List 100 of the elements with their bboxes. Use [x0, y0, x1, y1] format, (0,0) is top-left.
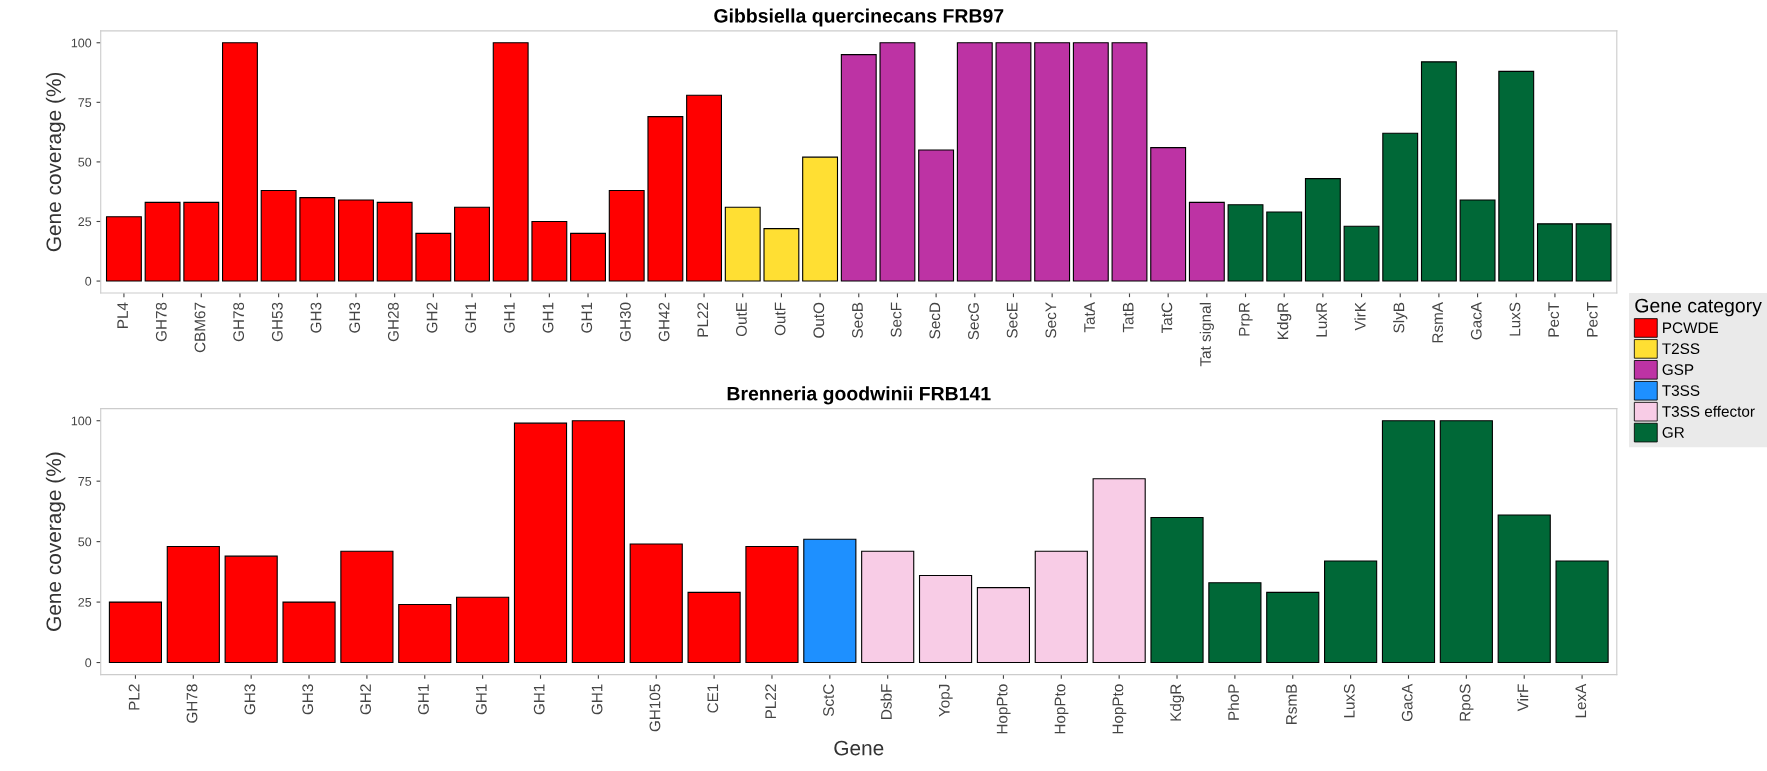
category-label: PL22 — [765, 684, 776, 719]
category-label: OutE — [736, 302, 747, 337]
category-label: GH78 — [155, 302, 167, 342]
bar — [1381, 420, 1436, 664]
y-tick-label: 0 — [85, 658, 92, 668]
bar — [861, 550, 915, 664]
category-label: GH30 — [619, 302, 631, 342]
bar — [1575, 223, 1612, 282]
bar — [183, 201, 220, 282]
bar — [454, 206, 490, 282]
bar — [571, 420, 625, 664]
legend-label: T2SS — [1662, 343, 1700, 355]
category-label: Tat signal — [1199, 303, 1214, 367]
legend-label: PCWDE — [1663, 322, 1719, 334]
category-label: GH3 — [349, 302, 361, 333]
bar — [144, 201, 181, 282]
bar — [260, 189, 297, 282]
category-label: GH1 — [533, 684, 545, 715]
y-tick-label: 0 — [85, 276, 92, 286]
bar — [456, 596, 510, 664]
bar — [224, 555, 278, 664]
category-label: LuxR — [1316, 302, 1327, 337]
category-label: SecF — [890, 302, 902, 337]
bar — [918, 574, 973, 664]
category-label: HopPto — [1112, 684, 1127, 734]
bar — [976, 587, 1031, 664]
category-label: GH1 — [465, 302, 477, 333]
bar — [1208, 582, 1262, 664]
category-label: GH3 — [310, 302, 322, 333]
category-label: YopJ — [939, 684, 953, 717]
category-label: DsbF — [880, 684, 892, 719]
bar — [1382, 132, 1419, 282]
category-label: LuxS — [1509, 302, 1521, 336]
legend-label: T3SS effector — [1662, 405, 1755, 417]
y-tick-label: 25 — [78, 597, 92, 607]
y-tick-label: 100 — [71, 38, 92, 48]
y-tick-label: 75 — [78, 98, 92, 107]
bar — [299, 197, 336, 282]
category-label: GH2 — [360, 684, 371, 715]
category-label: LexA — [1575, 683, 1587, 718]
category-label: RsmA — [1432, 302, 1443, 343]
category-label: GH3 — [244, 684, 256, 715]
category-label: SecE — [1006, 302, 1018, 338]
category-label: GH3 — [302, 684, 314, 715]
bar — [1111, 42, 1148, 282]
category-label: TatC — [1161, 302, 1173, 334]
category-label: GH42 — [658, 302, 670, 342]
bar — [1439, 420, 1493, 664]
bar — [803, 538, 857, 664]
bar — [531, 220, 568, 282]
bar — [802, 156, 839, 282]
category-label: GH53 — [271, 302, 283, 342]
category-label: OutF — [774, 302, 786, 336]
category-label: TatB — [1122, 302, 1134, 333]
bar — [570, 232, 606, 282]
category-label: GH1 — [581, 302, 593, 333]
category-label: RpoS — [1459, 684, 1474, 721]
bar — [686, 94, 723, 282]
category-label: HopPto — [996, 684, 1011, 734]
bar — [1497, 514, 1551, 664]
bar — [282, 601, 336, 664]
category-label: PrpR — [1238, 302, 1253, 336]
bar — [1227, 204, 1264, 282]
category-label: GacA — [1401, 683, 1413, 722]
category-label: GH28 — [387, 302, 399, 342]
x-axis-title: Gene — [834, 740, 884, 756]
bar — [1324, 560, 1378, 664]
bar — [415, 232, 452, 282]
bar — [398, 603, 452, 664]
bar — [1188, 201, 1225, 282]
bar — [918, 149, 955, 282]
category-label: RsmB — [1286, 684, 1297, 724]
bar — [608, 189, 645, 282]
category-label: SctC — [823, 684, 834, 717]
category-label: GH2 — [426, 302, 438, 333]
category-label: GacA — [1470, 302, 1482, 340]
category-label: TatA — [1084, 302, 1095, 333]
bar — [840, 54, 877, 282]
bar — [376, 201, 413, 282]
bar — [1498, 70, 1535, 282]
category-label: GH1 — [542, 302, 554, 333]
y-tick-label: 75 — [78, 477, 92, 486]
bar — [340, 550, 394, 664]
category-label: PhoP — [1227, 684, 1239, 720]
category-label: GH1 — [503, 302, 515, 333]
bar — [1072, 42, 1109, 282]
bar — [492, 42, 529, 282]
category-label: GH1 — [475, 684, 487, 715]
bar — [956, 42, 993, 282]
bar — [1092, 478, 1146, 664]
legend-label: T3SS — [1662, 385, 1700, 396]
category-label: GH78 — [233, 302, 245, 342]
category-label: SlyB — [1393, 302, 1408, 333]
bar — [763, 228, 800, 282]
y-tick-label: 50 — [78, 157, 92, 167]
category-label: PecT — [1587, 302, 1598, 337]
bar — [724, 206, 761, 282]
bar — [687, 591, 741, 664]
category-label: VirF — [1517, 684, 1529, 712]
category-label: PL4 — [117, 302, 128, 328]
